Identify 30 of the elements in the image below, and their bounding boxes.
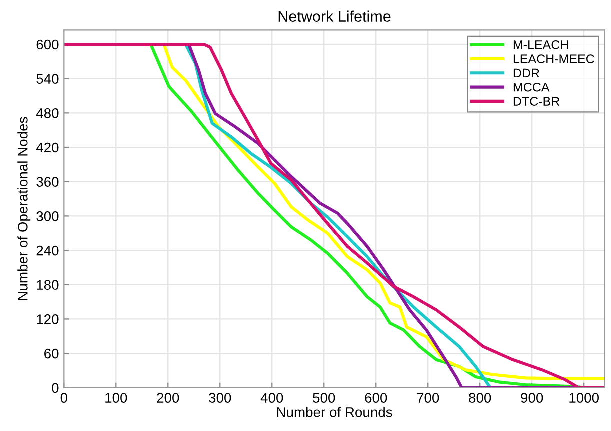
y-tick-label: 540 [36,74,59,84]
y-tick-label: 60 [44,348,59,359]
x-tick-label: 200 [157,393,180,403]
y-tick-label: 0 [52,383,59,394]
legend-label: DTC-BR [514,97,560,106]
legend-label: LEACH-MEEC [514,54,594,64]
x-tick-label: 600 [365,393,388,403]
y-tick-label: 240 [36,246,59,256]
x-tick-label: 300 [209,393,232,403]
legend-label: MCCA [514,82,550,92]
x-axis-title: Number of Rounds [277,407,392,418]
y-tick-label: 180 [37,280,59,290]
legend-label: DDR [514,68,540,78]
legend-label: M-LEACH [514,40,568,50]
y-tick-label: 600 [36,40,59,50]
y-tick-label: 420 [36,142,59,153]
x-tick-label: 1000 [570,393,599,403]
x-tick-label: 900 [521,393,544,403]
y-tick-label: 360 [36,177,59,188]
x-tick-label: 0 [60,393,68,403]
x-tick-label: 700 [417,393,440,403]
y-axis-title: Number of Operational Nodes [18,117,31,300]
x-tick-label: 500 [313,393,336,403]
x-tick-label: 400 [260,393,284,403]
x-tick-label: 100 [106,393,128,403]
chart-title: Network Lifetime [278,10,391,22]
x-tick-label: 800 [469,393,492,403]
y-tick-label: 300 [36,212,59,222]
y-tick-label: 120 [37,314,59,324]
y-tick-label: 480 [36,108,59,118]
